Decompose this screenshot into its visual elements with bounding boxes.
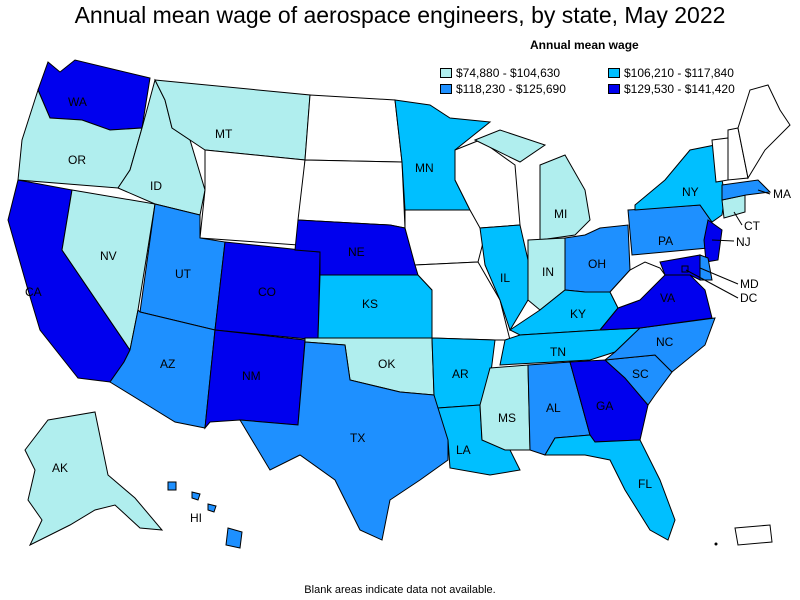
legend-label-4: $129,530 - $141,420 bbox=[624, 82, 735, 96]
label-al: AL bbox=[546, 401, 561, 415]
state-wy[interactable] bbox=[199, 149, 306, 246]
state-nd[interactable] bbox=[304, 94, 403, 163]
legend-swatch-3 bbox=[440, 84, 452, 94]
label-ca: CA bbox=[25, 285, 42, 299]
label-oh: OH bbox=[588, 257, 606, 271]
label-ct: CT bbox=[744, 219, 761, 233]
label-or: OR bbox=[68, 153, 86, 167]
state-fl[interactable] bbox=[544, 434, 676, 541]
label-dc: DC bbox=[740, 291, 758, 305]
state-pr[interactable] bbox=[734, 524, 773, 546]
legend-item-4: $129,530 - $141,420 bbox=[608, 82, 735, 96]
label-fl: FL bbox=[638, 477, 652, 491]
label-ny: NY bbox=[682, 185, 699, 199]
label-tn: TN bbox=[550, 345, 566, 359]
label-mt: MT bbox=[215, 127, 233, 141]
label-ak: AK bbox=[52, 461, 68, 475]
state-md[interactable] bbox=[659, 254, 701, 281]
label-ne: NE bbox=[348, 245, 365, 259]
legend-label-3: $118,230 - $125,690 bbox=[456, 82, 566, 96]
label-ga: GA bbox=[596, 399, 613, 413]
map-title: Annual mean wage of aerospace engineers,… bbox=[74, 2, 726, 28]
label-ky: KY bbox=[570, 307, 586, 321]
legend-swatch-2 bbox=[608, 68, 620, 78]
label-ma: MA bbox=[773, 187, 791, 201]
label-ok: OK bbox=[378, 357, 395, 371]
state-ma[interactable] bbox=[721, 179, 772, 201]
state-de[interactable] bbox=[699, 254, 713, 281]
label-az: AZ bbox=[160, 357, 175, 371]
label-wa: WA bbox=[68, 95, 87, 109]
label-mn: MN bbox=[415, 161, 434, 175]
legend-title: Annual mean wage bbox=[530, 38, 639, 52]
legend-swatch-1 bbox=[440, 68, 452, 78]
state-sd[interactable] bbox=[297, 159, 406, 229]
label-va: VA bbox=[660, 291, 675, 305]
legend-item-1: $74,880 - $104,630 bbox=[440, 66, 560, 80]
label-nc: NC bbox=[656, 335, 674, 349]
legend-swatch-4 bbox=[608, 84, 620, 94]
state-nj[interactable] bbox=[703, 219, 723, 263]
label-pa: PA bbox=[658, 234, 673, 248]
legend: Annual mean wage $74,880 - $104,630 $106… bbox=[440, 38, 770, 98]
legend-item-3: $118,230 - $125,690 bbox=[440, 82, 566, 96]
label-ms: MS bbox=[498, 411, 516, 425]
label-id: ID bbox=[150, 179, 162, 193]
state-ia[interactable] bbox=[404, 209, 486, 266]
legend-label-2: $106,210 - $117,840 bbox=[624, 66, 734, 80]
label-nv: NV bbox=[100, 249, 117, 263]
label-nj: NJ bbox=[736, 235, 751, 249]
state-tx[interactable] bbox=[239, 341, 449, 541]
state-hi[interactable] bbox=[167, 481, 243, 549]
state-labels: WA OR CA NV ID MT UT AZ CO NM NE KS OK T… bbox=[25, 95, 791, 525]
legend-item-2: $106,210 - $117,840 bbox=[608, 66, 734, 80]
label-ar: AR bbox=[452, 367, 469, 381]
label-mi: MI bbox=[554, 207, 567, 221]
footnote: Blank areas indicate data not available. bbox=[304, 584, 496, 596]
state-il[interactable] bbox=[479, 224, 529, 332]
label-md: MD bbox=[740, 277, 759, 291]
label-la: LA bbox=[456, 443, 471, 457]
state-wv[interactable] bbox=[609, 261, 666, 309]
label-nm: NM bbox=[242, 369, 261, 383]
label-ut: UT bbox=[175, 267, 192, 281]
label-ks: KS bbox=[362, 297, 378, 311]
virgin-islands-dot bbox=[714, 542, 718, 546]
label-tx: TX bbox=[350, 431, 365, 445]
label-il: IL bbox=[500, 271, 510, 285]
label-co: CO bbox=[258, 285, 276, 299]
state-me[interactable] bbox=[737, 84, 791, 180]
leader-lines bbox=[685, 189, 771, 299]
label-sc: SC bbox=[632, 367, 649, 381]
label-hi: HI bbox=[190, 511, 202, 525]
state-ms[interactable] bbox=[479, 364, 531, 451]
legend-label-1: $74,880 - $104,630 bbox=[456, 66, 561, 80]
state-ak[interactable] bbox=[24, 411, 164, 547]
label-in: IN bbox=[542, 265, 554, 279]
